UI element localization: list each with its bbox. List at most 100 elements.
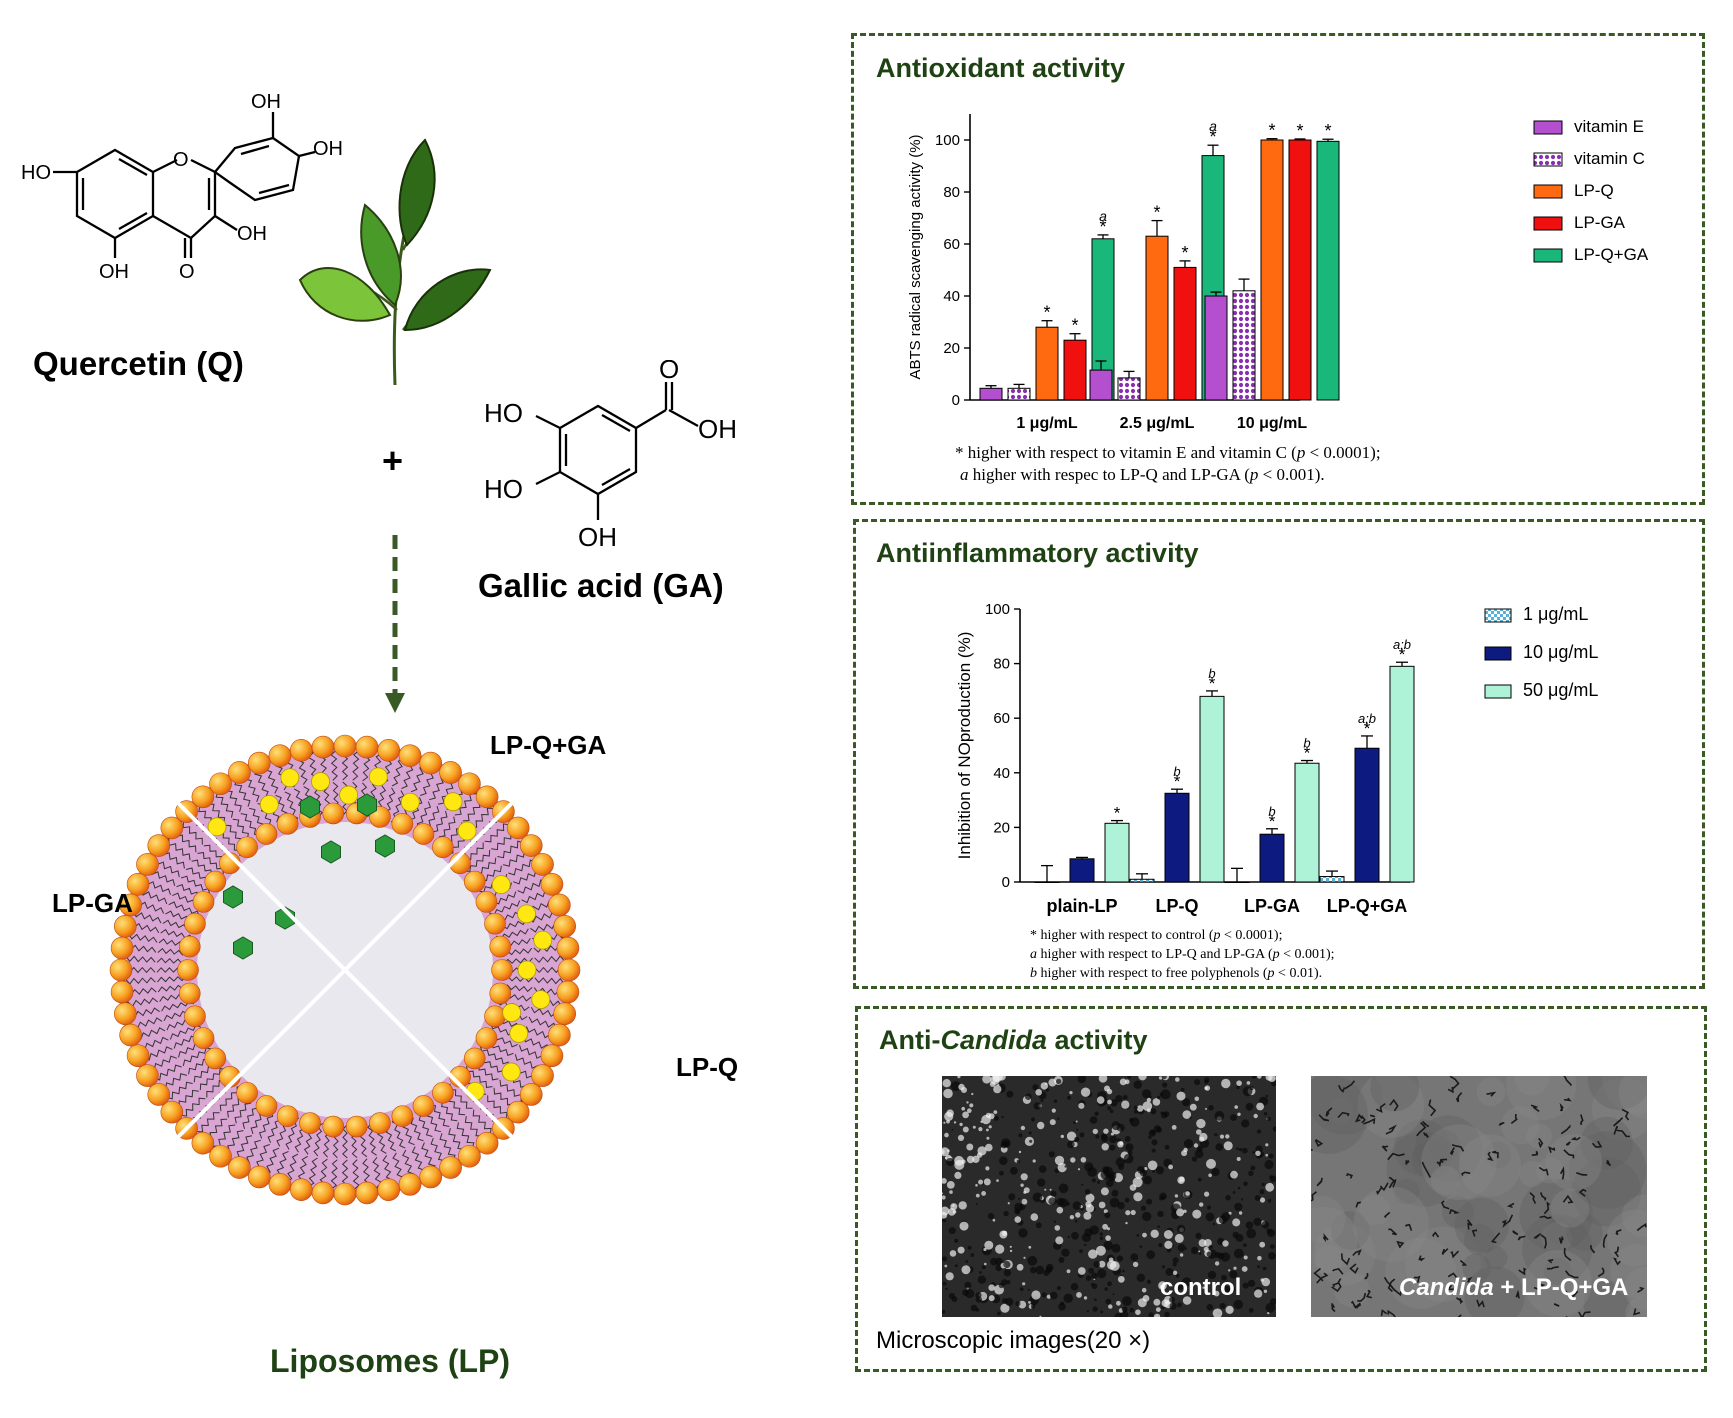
bar xyxy=(1034,881,1060,883)
microscopy-caption: Microscopic images(20 ×) xyxy=(876,1327,1151,1354)
legend-swatch xyxy=(1484,684,1512,699)
bar xyxy=(1145,235,1169,401)
significance-star: * xyxy=(1043,303,1050,323)
plant-icon xyxy=(298,138,492,386)
category-label: LP-Q xyxy=(1156,896,1199,916)
y-tick-label: 80 xyxy=(943,184,960,201)
bar xyxy=(1389,665,1415,883)
legend-label: LP-Q+GA xyxy=(1574,245,1649,264)
liposomes-label: Liposomes (LP) xyxy=(270,1343,511,1379)
bar xyxy=(1173,266,1197,401)
antioxidant-title: Antioxidant activity xyxy=(876,53,1126,83)
gallic-o-acid: O xyxy=(659,360,679,384)
bar xyxy=(1069,858,1095,883)
anticandida-title: Anti-Candida activity xyxy=(879,1025,1148,1055)
y-axis-label: ABTS radical scavenging activity (%) xyxy=(907,134,924,379)
control-microscopic-image: control xyxy=(942,1076,1276,1317)
gallic-acid-structure: O OH HO HO OH xyxy=(484,360,737,552)
legend-label: LP-Q xyxy=(1574,181,1614,200)
y-tick-label: 80 xyxy=(993,656,1010,673)
legend-swatch xyxy=(1533,216,1563,231)
legend-label: 50 μg/mL xyxy=(1523,680,1598,700)
category-label: LP-GA xyxy=(1244,896,1300,916)
bar xyxy=(1035,326,1059,401)
gallic-oh-acid: OH xyxy=(698,414,737,444)
gallic-acid-label: Gallic acid (GA) xyxy=(478,567,724,604)
significance-star: * xyxy=(1209,127,1216,147)
y-tick-label: 20 xyxy=(993,819,1010,836)
lp-q-label: LP-Q xyxy=(676,1052,739,1082)
significance-letter: a;b xyxy=(1358,711,1376,726)
significance-letter: a xyxy=(1209,118,1217,134)
significance-letter: a xyxy=(1099,208,1107,224)
quercetin-oh-right: OH xyxy=(313,138,343,160)
significance-letter: b xyxy=(1208,666,1215,681)
y-tick-label: 40 xyxy=(943,288,960,305)
bar xyxy=(1260,139,1284,401)
legend-label: vitamin E xyxy=(1574,117,1644,136)
liposome-diagram xyxy=(109,734,581,1206)
quercetin-label: Quercetin (Q) xyxy=(33,345,244,382)
category-label: 1 μg/mL xyxy=(1016,415,1078,432)
legend-swatch xyxy=(1533,248,1563,263)
significance-star: * xyxy=(1071,316,1078,336)
significance-star: * xyxy=(1296,121,1303,141)
category-label: LP-Q+GA xyxy=(1327,896,1408,916)
legend-label: LP-GA xyxy=(1574,213,1626,232)
treated-microscopic-image: Candida + LP-Q+GA xyxy=(1311,1076,1647,1317)
treated-image-label: Candida + LP-Q+GA xyxy=(1399,1274,1629,1301)
bar xyxy=(979,387,1003,401)
y-tick-label: 100 xyxy=(935,132,960,149)
legend-label: 10 μg/mL xyxy=(1523,642,1598,662)
bar xyxy=(1232,290,1256,401)
y-tick-label: 0 xyxy=(952,392,960,409)
antiinflammatory-note-3: b higher with respect to free polyphenol… xyxy=(1030,966,1323,981)
lp-q-ga-label: LP-Q+GA xyxy=(490,730,607,760)
y-tick-label: 0 xyxy=(1002,874,1010,891)
quercetin-ho-left: HO xyxy=(21,162,51,184)
significance-letter: b xyxy=(1303,736,1310,751)
quercetin-oh-3: OH xyxy=(237,223,267,245)
bar xyxy=(1063,339,1087,401)
significance-letter: b xyxy=(1173,764,1180,779)
anticandida-panel xyxy=(855,1006,1707,1372)
significance-star: * xyxy=(1099,217,1106,237)
significance-star: * xyxy=(1324,121,1331,141)
significance-star: * xyxy=(1181,243,1188,263)
bar xyxy=(1007,387,1031,401)
bar xyxy=(1354,747,1380,883)
y-tick-label: 100 xyxy=(985,601,1010,618)
significance-star: * xyxy=(1153,203,1160,223)
significance-letter: b xyxy=(1268,804,1275,819)
bar xyxy=(1117,377,1141,401)
quercetin-oh-top: OH xyxy=(251,91,281,113)
y-tick-label: 60 xyxy=(943,236,960,253)
bar xyxy=(1319,876,1345,883)
antiinflammatory-note-1: * higher with respect to control (p < 0.… xyxy=(1030,928,1283,943)
bar xyxy=(1294,762,1320,883)
bar xyxy=(1089,369,1113,401)
legend-label: 1 μg/mL xyxy=(1523,604,1588,624)
y-tick-label: 40 xyxy=(993,765,1010,782)
significance-star: * xyxy=(1269,812,1276,831)
category-label: 10 μg/mL xyxy=(1237,415,1307,432)
significance-star: * xyxy=(1114,804,1121,823)
quercetin-oh-5: OH xyxy=(99,261,129,283)
quercetin-keto-o: O xyxy=(179,261,195,283)
antiinflammatory-panel xyxy=(853,519,1705,989)
gallic-acid-molecules xyxy=(223,793,395,960)
quadrant-divider xyxy=(173,798,517,1142)
significance-star: * xyxy=(1209,674,1216,693)
gallic-ho-top: HO xyxy=(484,398,523,428)
legend-swatch xyxy=(1533,184,1563,199)
bar xyxy=(1316,140,1340,401)
bar xyxy=(1288,139,1312,401)
bar xyxy=(1199,695,1225,883)
legend-swatch xyxy=(1533,152,1563,167)
significance-star: * xyxy=(1399,645,1406,664)
y-tick-label: 20 xyxy=(943,340,960,357)
significance-star: * xyxy=(1268,121,1275,141)
quercetin-ring-o: O xyxy=(173,149,189,171)
antiinflammatory-note-2: a higher with respect to LP-Q and LP-GA … xyxy=(1030,947,1335,962)
bar xyxy=(1224,881,1250,883)
